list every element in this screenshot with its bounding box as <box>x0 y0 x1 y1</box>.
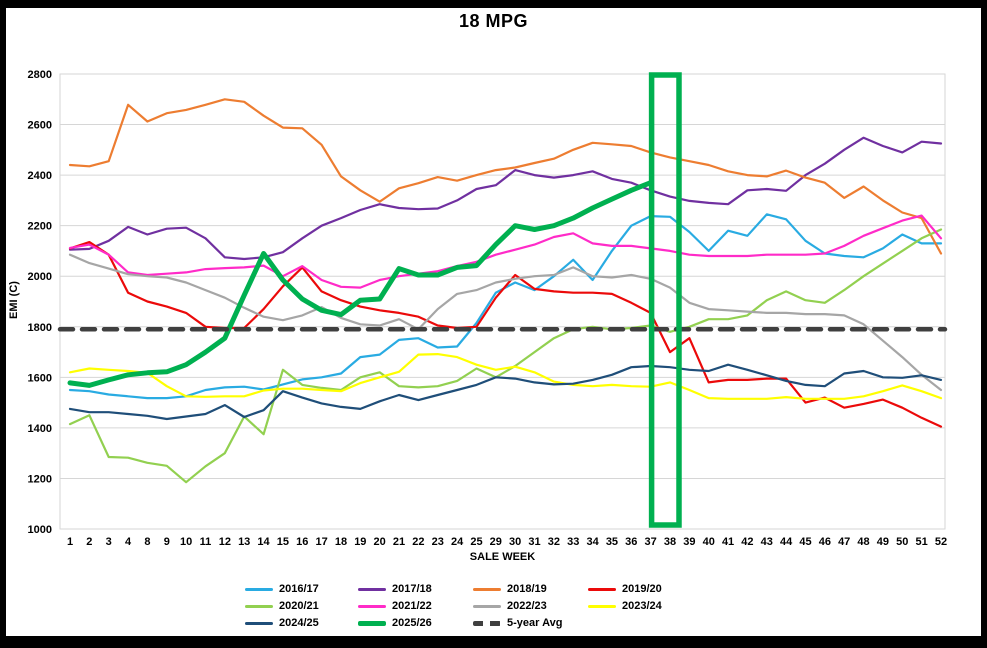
x-tick-label: 16 <box>296 536 308 548</box>
x-tick-label: 3 <box>106 536 112 548</box>
x-tick-label: 47 <box>838 536 850 548</box>
x-tick-label: 20 <box>374 536 386 548</box>
series-line-2017-18 <box>68 136 943 261</box>
series-line-2024-25 <box>68 363 943 421</box>
x-tick-label: 38 <box>664 536 676 548</box>
x-tick-label: 19 <box>354 536 366 548</box>
x-tick-label: 51 <box>915 536 927 548</box>
x-tick-label: 33 <box>567 536 579 548</box>
x-tick-label: 18 <box>335 536 347 548</box>
y-axis-title: EMI (C) <box>8 281 20 319</box>
x-tick-label: 14 <box>257 536 270 548</box>
x-tick-label: 25 <box>470 536 482 548</box>
x-tick-label: 52 <box>935 536 947 548</box>
x-tick-label: 46 <box>819 536 831 548</box>
y-tick-label: 2200 <box>28 221 52 233</box>
y-tick-label: 2800 <box>28 69 52 81</box>
x-tick-label: 22 <box>412 536 424 548</box>
x-tick-label: 21 <box>393 536 405 548</box>
x-tick-label: 9 <box>164 536 170 548</box>
x-tick-label: 2 <box>86 536 92 548</box>
x-tick-label: 40 <box>703 536 715 548</box>
x-tick-label: 10 <box>180 536 192 548</box>
y-tick-label: 2000 <box>28 271 52 283</box>
x-tick-label: 29 <box>490 536 502 548</box>
chart-title: 18 MPG <box>458 11 529 31</box>
x-tick-label: 17 <box>315 536 327 548</box>
plot-border <box>59 73 946 530</box>
y-tick-label: 1800 <box>28 322 52 334</box>
x-tick-label: 1 <box>67 536 73 548</box>
x-tick-label: 37 <box>645 536 657 548</box>
x-tick-label: 49 <box>877 536 889 548</box>
series-line-2018-19 <box>68 98 943 255</box>
x-tick-label: 23 <box>432 536 444 548</box>
x-tick-label: 24 <box>451 536 464 548</box>
y-tick-label: 1000 <box>28 524 52 536</box>
x-tick-label: 43 <box>761 536 773 548</box>
x-tick-label: 50 <box>896 536 908 548</box>
x-tick-label: 35 <box>606 536 618 548</box>
x-tick-label: 31 <box>528 536 540 548</box>
x-tick-label: 30 <box>509 536 521 548</box>
x-tick-label: 48 <box>857 536 869 548</box>
series-line-2021-22 <box>68 214 943 289</box>
series-line-2020-21 <box>68 228 943 484</box>
x-tick-label: 4 <box>125 536 132 548</box>
x-tick-label: 42 <box>741 536 753 548</box>
y-tick-label: 2400 <box>28 170 52 182</box>
y-tick-label: 2600 <box>28 120 52 132</box>
y-tick-label: 1400 <box>28 423 52 435</box>
x-tick-label: 11 <box>200 536 212 548</box>
x-tick-label: 36 <box>625 536 637 548</box>
series-line-2025-26 <box>67 180 654 388</box>
series-line-2022-23 <box>68 253 943 392</box>
x-tick-label: 39 <box>683 536 695 548</box>
x-axis-title: SALE WEEK <box>469 551 536 563</box>
series-line-2023-24 <box>68 353 943 400</box>
x-tick-label: 32 <box>548 536 560 548</box>
highlight-box <box>648 72 682 528</box>
x-tick-label: 12 <box>219 536 231 548</box>
x-tick-label: 13 <box>238 536 250 548</box>
x-tick-label: 41 <box>722 536 734 548</box>
x-tick-label: 34 <box>586 536 599 548</box>
x-tick-label: 44 <box>780 536 793 548</box>
y-tick-label: 1200 <box>28 473 52 485</box>
x-tick-label: 45 <box>799 536 811 548</box>
x-tick-label: 15 <box>277 536 289 548</box>
x-tick-label: 8 <box>144 536 150 548</box>
y-tick-label: 1600 <box>28 372 52 384</box>
